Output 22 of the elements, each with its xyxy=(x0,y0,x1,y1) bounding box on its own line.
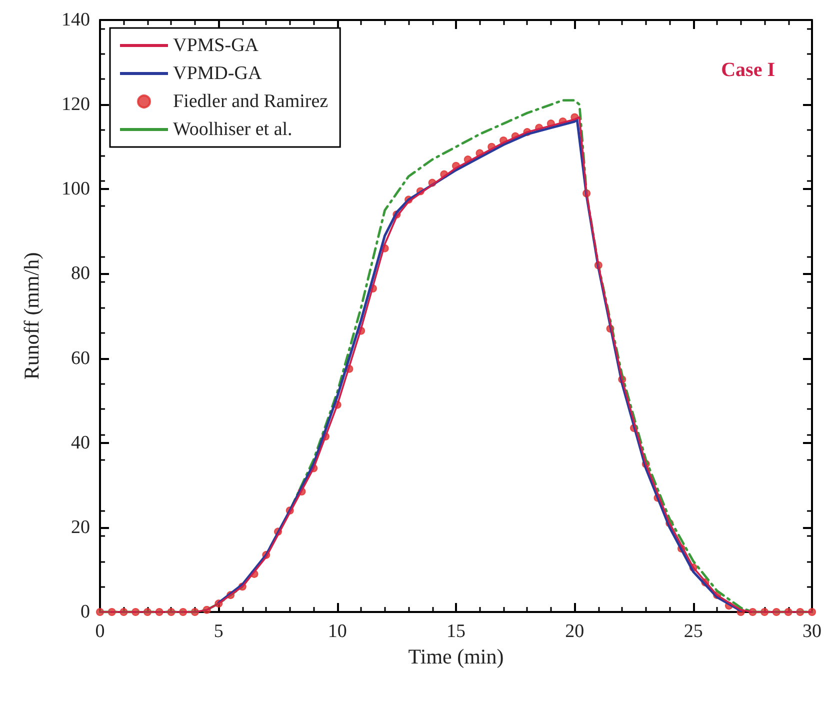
y-tick-label: 40 xyxy=(71,432,90,454)
x-tick-label: 20 xyxy=(565,621,584,642)
y-tick-label: 80 xyxy=(71,263,90,284)
legend-label: Woolhiser et al. xyxy=(173,119,292,140)
annotation: Case I xyxy=(721,59,776,81)
x-tick-label: 5 xyxy=(214,621,224,642)
legend-label: VPMD-GA xyxy=(173,63,262,84)
legend-label: Fiedler and Ramirez xyxy=(173,91,328,112)
y-tick-label: 140 xyxy=(62,10,90,30)
legend-label: VPMS-GA xyxy=(173,35,259,56)
y-tick-label: 60 xyxy=(71,348,90,369)
y-tick-label: 120 xyxy=(62,94,90,116)
x-axis-title: Time (min) xyxy=(408,644,504,668)
y-tick-label: 20 xyxy=(71,516,90,538)
x-tick-label: 25 xyxy=(684,621,703,642)
y-tick-label: 0 xyxy=(80,602,90,622)
y-tick-label: 100 xyxy=(62,178,90,200)
x-tick-label: 15 xyxy=(446,621,466,642)
x-tick-label: 0 xyxy=(95,621,105,642)
y-axis-title: Runoff (mm/h) xyxy=(20,252,44,380)
x-tick-label: 30 xyxy=(802,621,822,642)
x-tick-label: 10 xyxy=(328,621,347,642)
